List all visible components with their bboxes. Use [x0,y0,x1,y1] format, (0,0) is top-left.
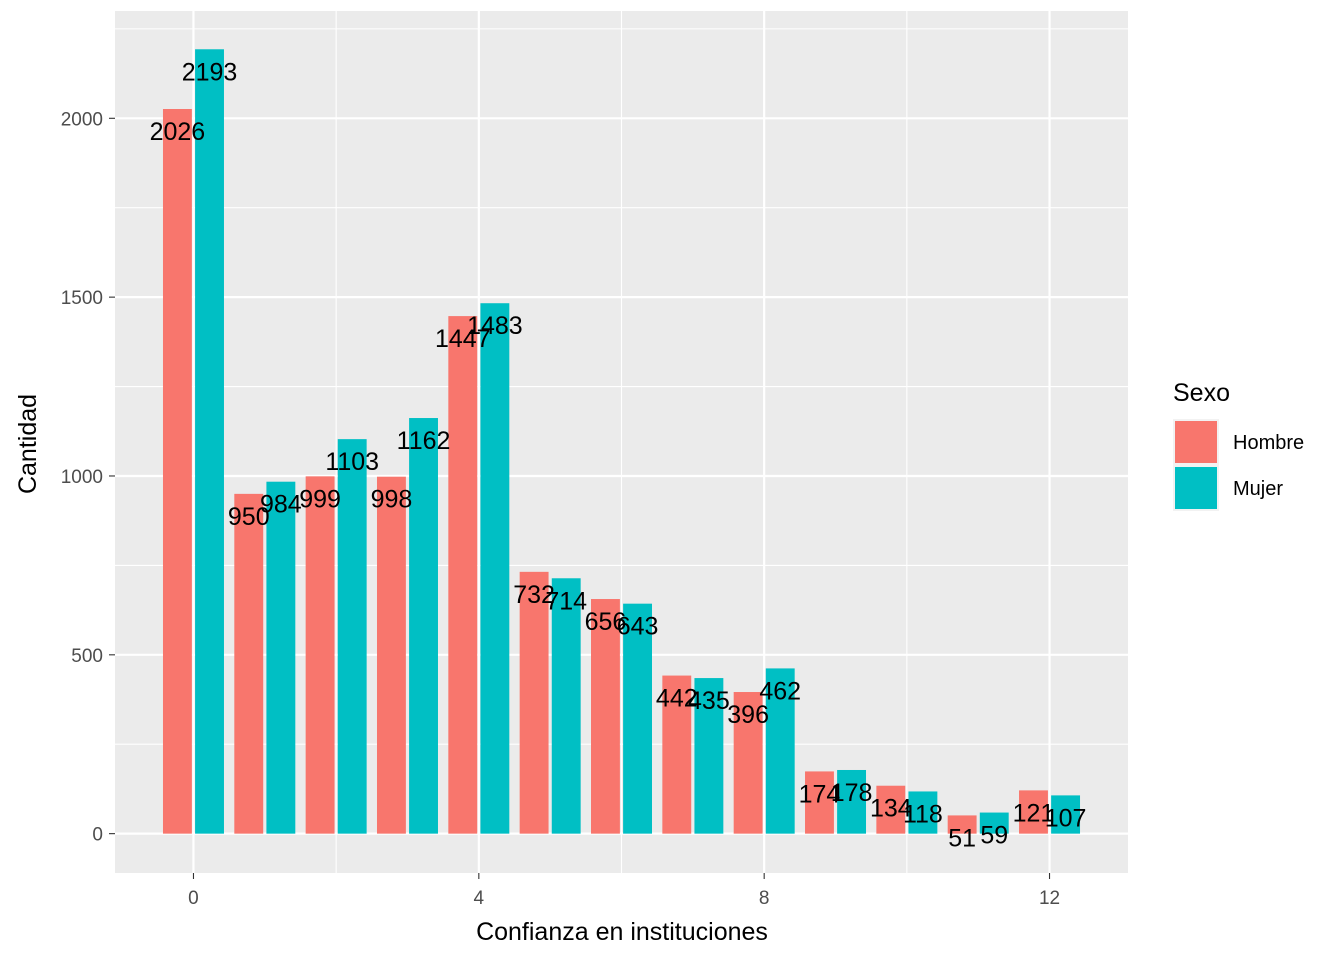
x-tick-label: 8 [759,888,770,909]
data-label: 714 [545,587,587,615]
bar-hombre [591,599,620,834]
bar-mujer [1051,795,1081,834]
data-label: 396 [727,701,769,729]
data-label: 59 [980,822,1008,850]
bar-mujer [623,603,652,834]
data-label: 1447 [435,325,491,353]
bar-hombre [519,571,549,834]
y-tick-label: 1500 [61,288,103,309]
x-tick-label: 12 [1039,888,1060,909]
y-tick-label: 500 [71,646,103,667]
data-label: 121 [1013,799,1055,827]
data-label: 656 [585,608,627,636]
y-axis: 0 500 1000 1500 2000 [61,109,115,846]
x-tick-label: 0 [188,888,199,909]
bar-mujer [409,418,438,834]
y-tick-label: 2000 [61,109,103,130]
data-label: 732 [513,581,555,609]
bar-hombre [376,476,406,834]
bar-mujer [908,791,938,834]
data-label: 950 [228,503,270,531]
bar-mujer [979,812,1009,834]
data-label: 2193 [182,58,238,86]
x-axis: 0 4 8 12 [188,873,1060,909]
bar-hombre [448,316,478,834]
legend-key-hombre [1175,421,1217,463]
legend-title: Sexo [1173,379,1230,407]
y-tick-label: 0 [92,825,103,846]
data-label: 118 [903,800,943,828]
bar-mujer [837,769,867,834]
legend-label-mujer: Mujer [1233,478,1283,500]
bar-hombre [234,493,264,834]
bar-mujer [195,49,224,834]
bar-hombre [733,692,763,834]
data-label: 984 [260,491,302,519]
bars [162,49,1081,834]
data-label: 174 [799,780,841,808]
data-label: 462 [759,677,801,705]
bar-mujer [694,678,724,834]
y-axis-title: Cantidad [14,394,42,494]
bar-mujer [765,668,795,834]
bar-hombre [162,109,192,834]
data-label: 442 [656,685,698,713]
data-label: 435 [688,687,730,715]
bar-mujer [480,303,510,834]
bar-hombre [876,785,906,834]
data-label: 134 [870,795,912,823]
data-label: 1162 [397,427,451,455]
x-axis-title: Confianza en instituciones [476,918,768,946]
bar-hombre [1019,790,1048,834]
bar-hombre [662,675,692,834]
bar-mujer [337,439,367,834]
data-label: 1103 [325,448,379,476]
bar-mujer [551,578,581,834]
data-label: 178 [831,779,873,807]
bar-hombre [305,476,335,834]
data-label: 999 [299,485,341,513]
data-label: 1483 [467,312,523,340]
bar-hombre [805,771,834,834]
data-label: 2026 [150,118,206,146]
legend-key-mujer [1175,467,1217,509]
data-label: 51 [948,824,976,852]
data-label: 643 [617,613,659,641]
x-tick-label: 4 [474,888,485,909]
bar-mujer [266,481,296,834]
bar-hombre [947,815,977,834]
data-label: 998 [371,486,413,514]
y-tick-label: 1000 [61,467,103,488]
legend-label-hombre: Hombre [1233,432,1304,454]
legend: Sexo Hombre Mujer [1173,379,1304,511]
data-label: 107 [1045,804,1087,832]
